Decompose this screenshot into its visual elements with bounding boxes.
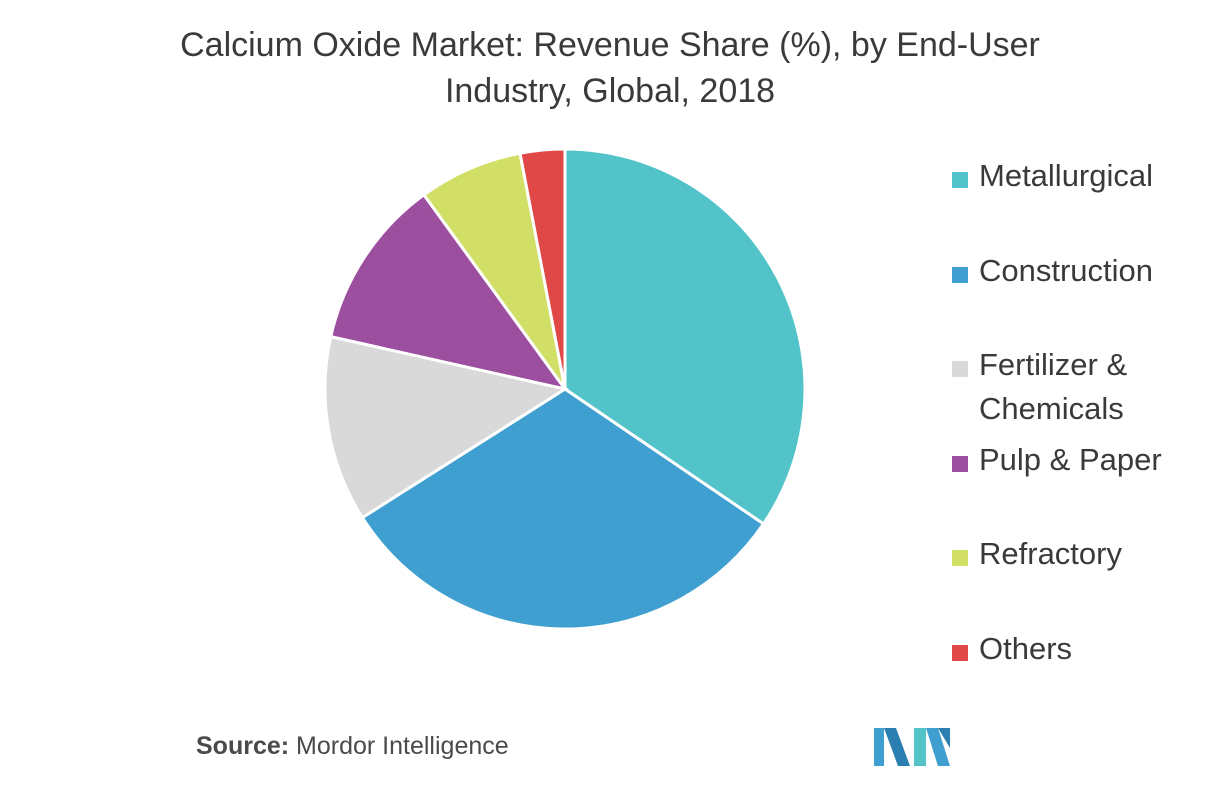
- pie-slice-construction: [360, 387, 766, 631]
- legend-swatch: [952, 266, 968, 283]
- legend-label: Others: [979, 630, 1073, 666]
- source-text: Mordor Intelligence: [296, 732, 509, 760]
- legend-label: Chemicals: [979, 391, 1124, 426]
- legend-label: Pulp & Paper: [979, 441, 1162, 477]
- pie-slice-pulp-paper: [328, 192, 569, 392]
- pie-slice-refractory: [421, 151, 567, 390]
- chart-title-line-2: Industry, Global, 2018: [444, 72, 776, 110]
- chart-title: Calcium Oxide Market: Revenue Share (%),…: [60, 22, 1160, 114]
- pie-slice-metallurgical: [563, 147, 807, 526]
- legend-swatch: [952, 644, 968, 661]
- legend-swatch: [952, 455, 968, 472]
- pie-slice-fertilizer-chemicals: [323, 334, 569, 520]
- legend-swatch: [952, 550, 968, 566]
- legend-label: Refractory: [979, 536, 1122, 571]
- source-note: Source: Mordor Intelligence: [196, 732, 509, 761]
- legend-label: Fertilizer &: [979, 347, 1128, 382]
- source-label: Source:: [196, 732, 290, 760]
- mordor-intelligence-logo-icon: [874, 728, 950, 766]
- legend-swatch: [952, 172, 968, 188]
- pie-slice-others: [518, 147, 567, 390]
- legend-label: Construction: [979, 252, 1154, 288]
- legend-swatch: [952, 361, 968, 377]
- chart-title-line-1: Calcium Oxide Market: Revenue Share (%),…: [180, 26, 1040, 64]
- legend-label: Metallurgical: [979, 158, 1154, 193]
